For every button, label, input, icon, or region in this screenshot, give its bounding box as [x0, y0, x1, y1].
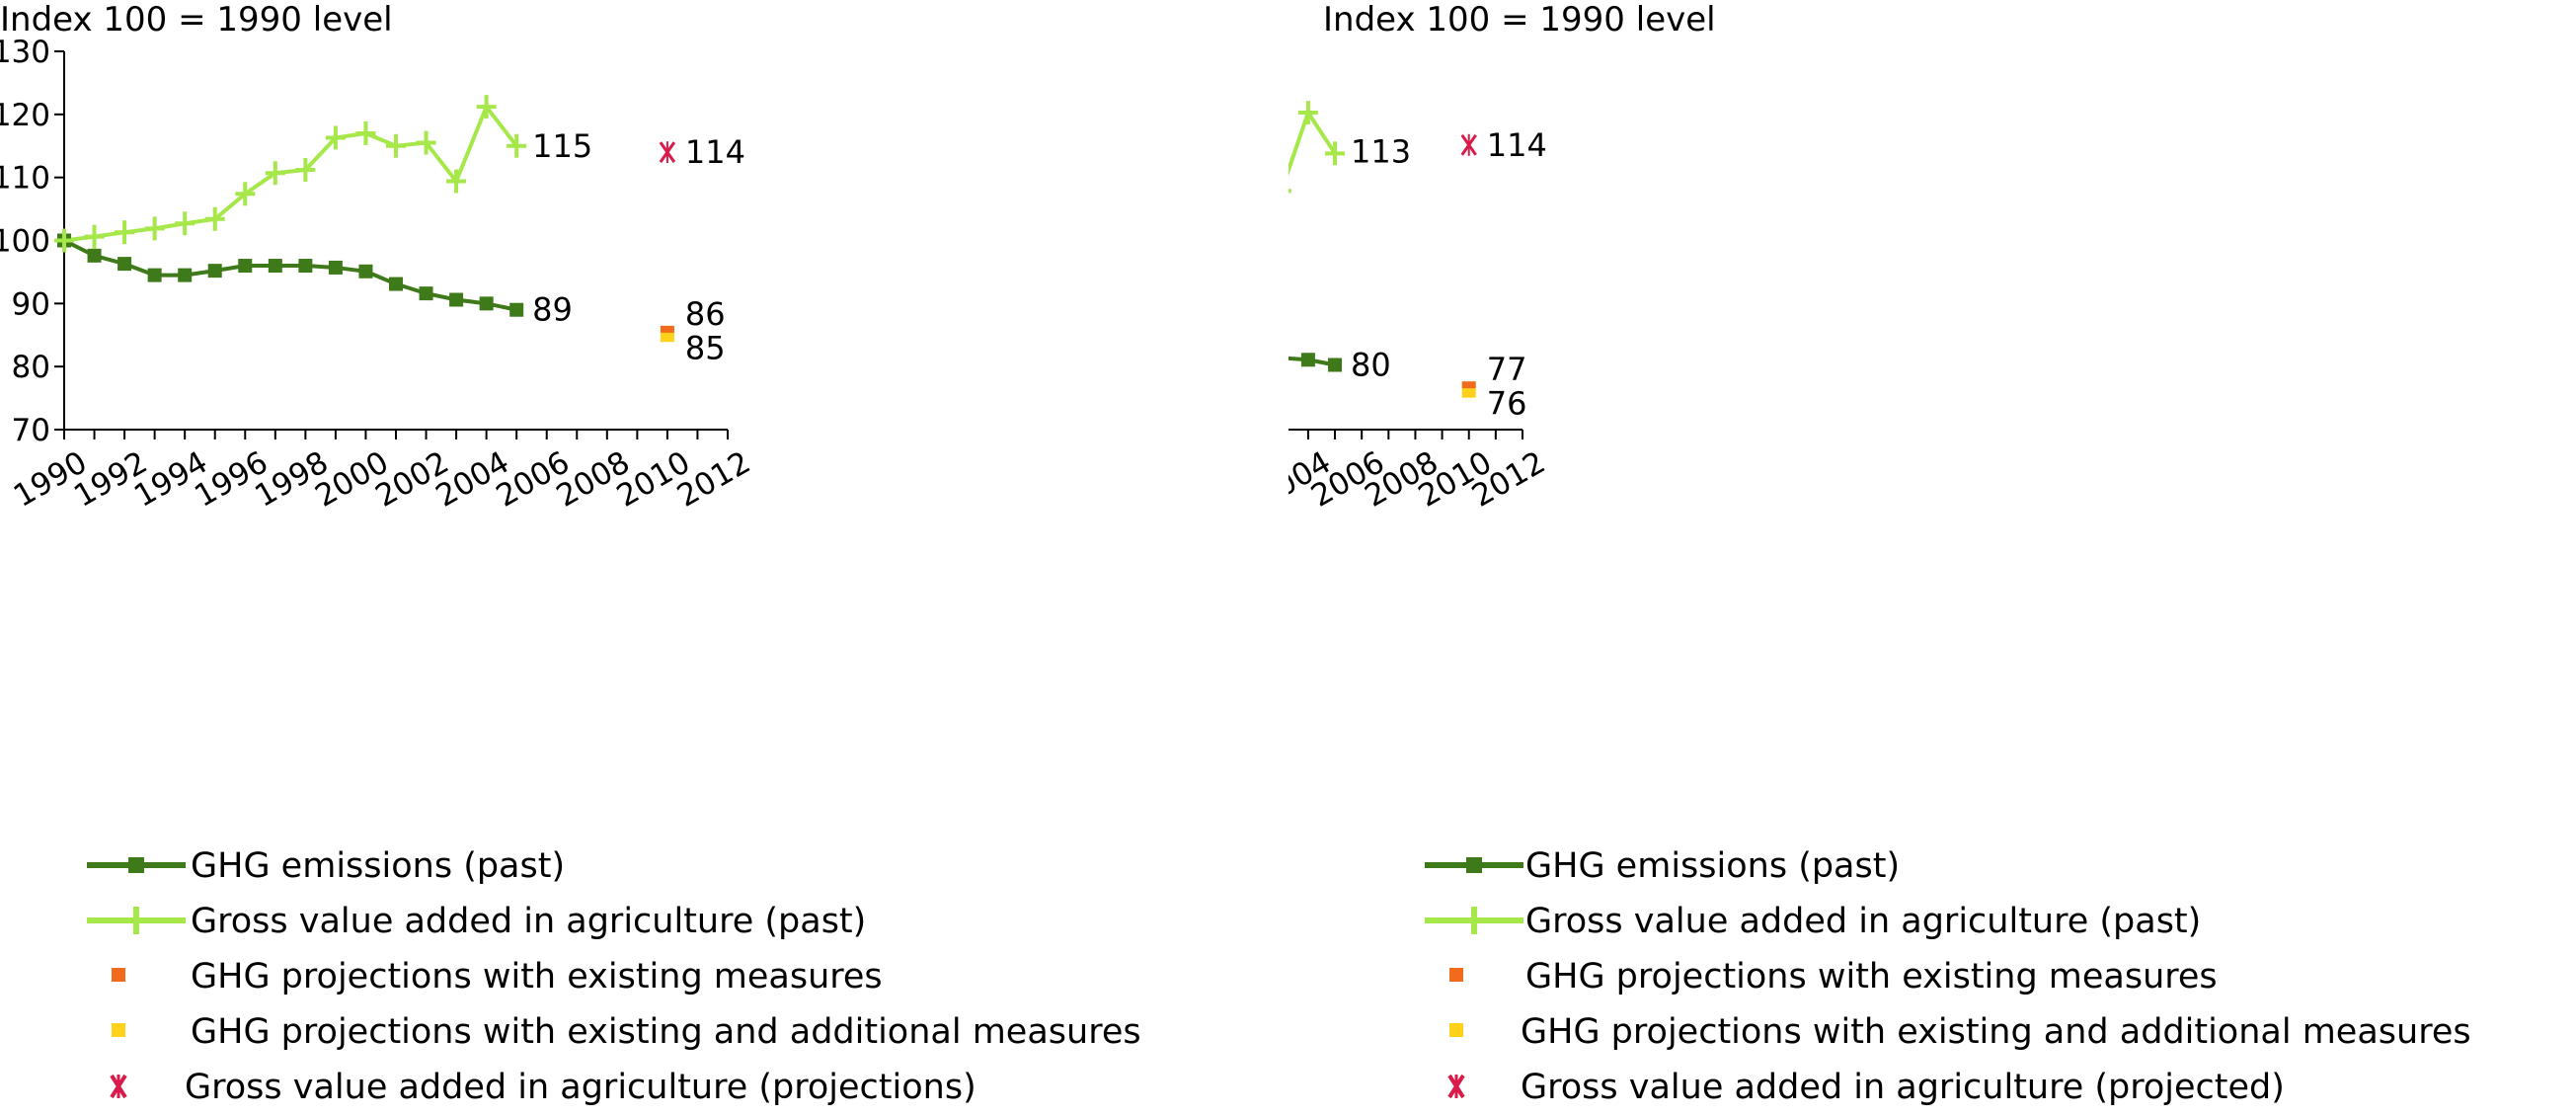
- data-label: 114: [1487, 126, 1547, 164]
- ghg-past-point: [449, 292, 464, 307]
- legend-item-gva-past: Gross value added in agriculture (past): [1288, 893, 2572, 950]
- y-tick-label: 80: [12, 350, 50, 385]
- ghg-past-point: [358, 264, 373, 279]
- series-line-ghg-past: [63, 238, 517, 312]
- gva-past-point: [84, 224, 105, 249]
- legend-line-square-icon: [87, 857, 186, 873]
- legend-item-gva-past: Gross value added in agriculture (past): [0, 893, 1284, 950]
- data-label: 85: [685, 329, 726, 366]
- data-label: 77: [1487, 351, 1527, 388]
- legend-item-gva-projection: Gross value added in agriculture (projec…: [1288, 1059, 2572, 1116]
- legend-label: Gross value added in agriculture (projec…: [1521, 1068, 2285, 1107]
- legend-asterisk-icon: [110, 1074, 127, 1099]
- series-line-ghg-past: [1288, 356, 1336, 367]
- legend-orange-square-icon: [1449, 968, 1463, 982]
- legend-item-ghg-past: GHG emissions (past): [1288, 837, 2572, 895]
- legend-item-ghg-additional: GHG projections with existing and additi…: [1288, 1003, 2572, 1061]
- legend-label: Gross value added in agriculture (past): [191, 902, 867, 941]
- chart-panel-right: Index 100 = 1990 level 70809010011012013…: [1288, 0, 2576, 1107]
- gva-past-point: [175, 211, 195, 236]
- legend-line-square-icon: [1425, 857, 1523, 873]
- ghg-past-point: [238, 259, 253, 274]
- y-axis-label: Index 100 = 1990 level: [0, 0, 393, 40]
- legend-item-gva-projection: Gross value added in agriculture (projec…: [0, 1059, 1284, 1116]
- gva-past-point: [416, 130, 436, 155]
- data-label: 80: [1351, 347, 1391, 384]
- gva-projection-point: [659, 141, 676, 164]
- gva-past-point: [115, 220, 135, 245]
- y-tick-label: 90: [12, 286, 50, 322]
- legend-yellow-square-icon: [1449, 1023, 1463, 1037]
- ghg-past-point: [207, 264, 222, 279]
- gva-past-point: [265, 161, 285, 186]
- ghg-existing-projection-point: [1461, 381, 1476, 389]
- chart-plot-left: 7080901001101201301990199219941996199820…: [0, 35, 756, 515]
- gva-past-point: [476, 95, 497, 120]
- ghg-past-point: [268, 259, 282, 274]
- legend-line-plus-icon: [87, 907, 186, 934]
- data-label: 89: [532, 291, 573, 329]
- ghg-past-point: [117, 257, 132, 272]
- legend-item-ghg-past: GHG emissions (past): [0, 837, 1284, 895]
- legend-asterisk-icon: [1447, 1074, 1465, 1099]
- gva-past-point: [386, 133, 406, 158]
- ghg-past-point: [419, 286, 433, 301]
- legend-label: GHG projections with existing and additi…: [1521, 1012, 2471, 1052]
- legend-label: GHG emissions (past): [191, 846, 566, 886]
- ghg-past-point: [479, 296, 494, 311]
- y-tick-label: 100: [0, 224, 50, 260]
- gva-past-point: [1325, 141, 1346, 166]
- gva-past-point: [235, 182, 256, 206]
- y-axis-label: Index 100 = 1990 level: [1323, 0, 1716, 40]
- legend-item-ghg-existing: GHG projections with existing measures: [1288, 948, 2572, 1005]
- gva-past-point: [325, 125, 346, 150]
- gva-past-point: [295, 158, 316, 183]
- legend-orange-square-icon: [112, 968, 125, 982]
- legend-label: GHG emissions (past): [1525, 846, 1901, 886]
- chart-plot-right: 7080901001101201301990199219941996199820…: [1288, 101, 1551, 515]
- gva-past-point: [1288, 189, 1291, 194]
- gva-past-point: [54, 228, 74, 253]
- data-label: 114: [685, 133, 745, 171]
- legend-label: Gross value added in agriculture (past): [1525, 902, 2202, 941]
- ghg-past-point: [1300, 353, 1315, 367]
- legend-line-plus-icon: [1425, 907, 1523, 934]
- ghg-past-point: [178, 268, 193, 282]
- series-line-gva-past: [63, 103, 518, 243]
- y-tick-label: 130: [0, 35, 50, 70]
- legend-item-ghg-additional: GHG projections with existing and additi…: [0, 1003, 1284, 1061]
- legend-label: GHG projections with existing measures: [191, 957, 883, 996]
- gva-past-point: [446, 169, 467, 194]
- gva-projection-point: [1460, 133, 1477, 156]
- y-tick-label: 120: [0, 98, 50, 133]
- ghg-past-point: [147, 268, 162, 282]
- gva-past-point: [204, 206, 225, 231]
- data-label: 113: [1351, 132, 1411, 170]
- gva-past-point: [1297, 101, 1318, 125]
- gva-past-point: [144, 216, 165, 241]
- data-label: 115: [532, 127, 592, 165]
- legend-label: Gross value added in agriculture (projec…: [185, 1068, 976, 1107]
- legend-yellow-square-icon: [112, 1023, 125, 1037]
- data-label: 86: [685, 295, 726, 333]
- legend-label: GHG projections with existing and additi…: [191, 1012, 1141, 1052]
- legend-item-ghg-existing: GHG projections with existing measures: [0, 948, 1284, 1005]
- chart-panel-left: Index 100 = 1990 level 70 80 90 100 110 120 13…: [0, 0, 1288, 1107]
- legend-label: GHG projections with existing measures: [1525, 957, 2218, 996]
- ghg-past-point: [389, 277, 403, 291]
- ghg-past-point: [87, 248, 102, 263]
- y-tick-label: 110: [0, 161, 50, 197]
- ghg-past-point: [509, 302, 524, 317]
- y-tick-label: 70: [12, 413, 50, 448]
- gva-past-point: [507, 133, 527, 158]
- ghg-past-point: [1328, 358, 1343, 372]
- series-line-gva-past: [1288, 108, 1337, 177]
- ghg-past-point: [328, 260, 343, 275]
- ghg-past-point: [298, 259, 313, 274]
- gva-past-point: [355, 120, 376, 145]
- ghg-existing-projection-point: [660, 325, 674, 333]
- data-label: 76: [1487, 385, 1527, 423]
